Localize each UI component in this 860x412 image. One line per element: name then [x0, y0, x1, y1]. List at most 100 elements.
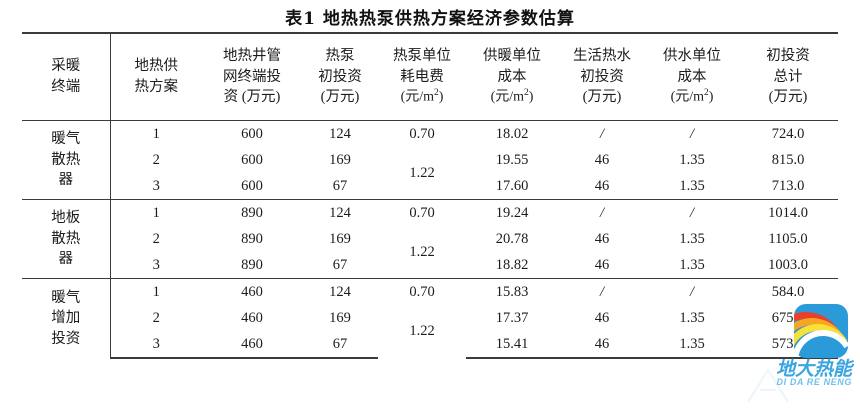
- cell-water-cost: 1.35: [679, 177, 705, 194]
- cell-water-cost: /: [646, 278, 738, 305]
- header-row: 采暖 终端 地热供 热方案 地热井管 网终端投 资 (万元) 热泵 初投资: [22, 32, 838, 121]
- cell-pump-investment: 124: [302, 199, 378, 226]
- table-row: 2 460 169 1.22 17.37 46 1.35 675.0: [22, 305, 838, 340]
- cell-scheme: 2: [152, 309, 160, 326]
- cell-water-cost: /: [646, 199, 738, 226]
- header-domestic-hot-water-initial-investment: 生活热水 初投资 (万元): [558, 32, 646, 121]
- table-row: 3 460 67 15.41 46 1.35 573.0: [22, 331, 838, 359]
- unit-yuan-per-m2: (元/m2): [400, 88, 444, 105]
- cell-pump-investment: 67: [332, 177, 348, 194]
- cell-well-pipe-investment: 600: [241, 177, 263, 194]
- cell-pump-investment: 67: [302, 331, 378, 359]
- table-group-floor-radiator: 地板 散热 器 1 890 124 0.70 19.24 / / 1014.0 …: [22, 199, 838, 279]
- cell-scheme: 2: [152, 230, 160, 247]
- table-header: 采暖 终端 地热供 热方案 地热井管 网终端投 资 (万元) 热泵 初投资: [22, 32, 838, 121]
- cell-dhw-investment: /: [558, 278, 646, 305]
- header-well-pipe-network-terminal-investment: 地热井管 网终端投 资 (万元): [202, 32, 302, 121]
- cell-pump-investment: 169: [329, 309, 351, 326]
- cell-dhw-investment: /: [558, 199, 646, 226]
- cell-water-cost: 1.35: [679, 151, 705, 168]
- table-container: 采暖 终端 地热供 热方案 地热井管 网终端投 资 (万元) 热泵 初投资: [22, 32, 838, 359]
- economic-parameters-table: 采暖 终端 地热供 热方案 地热井管 网终端投 资 (万元) 热泵 初投资: [22, 32, 838, 359]
- cell-scheme: 2: [152, 151, 160, 168]
- cell-heating-cost: 17.60: [495, 177, 529, 194]
- cell-total-investment: 1003.0: [768, 256, 808, 273]
- header-total-initial-investment: 初投资 总计 (万元): [738, 32, 838, 121]
- cell-water-cost: 1.35: [679, 230, 705, 247]
- table-row: 3 600 67 17.60 46 1.35 713.0: [22, 173, 838, 200]
- watermark-ghost-mark-icon: [747, 368, 789, 403]
- cell-well-pipe-investment: 460: [202, 331, 302, 359]
- unit-yuan-per-m2: (元/m2): [490, 88, 534, 105]
- group-label-heating-terminal: 暖气 散热 器: [22, 120, 111, 200]
- table-row: 地板 散热 器 1 890 124 0.70 19.24 / / 1014.0: [22, 199, 838, 279]
- cell-total-investment: 1014.0: [738, 199, 838, 226]
- cell-well-pipe-investment: 890: [202, 199, 302, 226]
- cell-water-cost: 1.35: [646, 331, 738, 359]
- group-label-heating-terminal: 暖气 增加 投资: [22, 278, 111, 358]
- cell-scheme: 1: [110, 278, 202, 305]
- cell-well-pipe-investment: 600: [241, 151, 263, 168]
- cell-heating-cost: 18.82: [495, 256, 529, 273]
- cell-heating-cost: 19.55: [495, 151, 529, 168]
- header-geothermal-heating-scheme: 地热供 热方案: [110, 32, 202, 121]
- header-heating-terminal: 采暖 终端: [22, 32, 111, 121]
- header-heat-pump-unit-power-cost: 热泵单位 耗电费 (元/m2): [378, 32, 466, 121]
- table-row: 3 890 67 18.82 46 1.35 1003.0: [22, 252, 838, 279]
- cell-dhw-investment: 46: [594, 151, 610, 168]
- cell-well-pipe-investment: 600: [202, 120, 302, 147]
- table-group-radiator-extra-investment: 暖气 增加 投资 1 460 124 0.70 15.83 / / 584.0 …: [22, 278, 838, 359]
- cell-heating-cost: 18.02: [466, 120, 558, 147]
- page-title: 表1 地热热泵供热方案经济参数估算: [285, 9, 575, 29]
- cell-power-cost-merged: 1.22: [409, 323, 435, 340]
- cell-heating-cost: 15.83: [466, 278, 558, 305]
- cell-heating-cost: 20.78: [495, 230, 529, 247]
- cell-well-pipe-investment: 890: [241, 256, 263, 273]
- header-water-supply-unit-cost: 供水单位 成本 (元/m2): [646, 32, 738, 121]
- cell-total-investment: 724.0: [738, 120, 838, 147]
- cell-pump-investment: 169: [329, 151, 351, 168]
- cell-well-pipe-investment: 890: [241, 230, 263, 247]
- cell-power-cost-merged: 1.22: [409, 164, 435, 181]
- cell-total-investment: 573.0: [738, 331, 838, 359]
- cell-pump-investment: 67: [332, 256, 348, 273]
- cell-dhw-investment: 46: [594, 177, 610, 194]
- cell-dhw-investment: 46: [594, 230, 610, 247]
- cell-power-cost: 0.70: [378, 278, 466, 305]
- table-row: 暖气 增加 投资 1 460 124 0.70 15.83 / / 584.0: [22, 278, 838, 358]
- cell-heating-cost: 15.41: [466, 331, 558, 359]
- cell-well-pipe-investment: 460: [241, 309, 263, 326]
- table-row: 2 890 169 1.22 20.78 46 1.35 1105.0: [22, 226, 838, 260]
- cell-heating-cost: 17.37: [495, 309, 529, 326]
- cell-water-cost: 1.35: [679, 256, 705, 273]
- cell-water-cost: /: [646, 120, 738, 147]
- cell-scheme: 1: [110, 199, 202, 226]
- table-group-radiator: 暖气 散热 器 1 600 124 0.70 18.02 / / 724.0 2…: [22, 120, 838, 200]
- cell-pump-investment: 124: [302, 278, 378, 305]
- cell-dhw-investment: 46: [558, 331, 646, 359]
- cell-scheme: 3: [152, 177, 160, 194]
- watermark-english-text: DI DA RE NENG: [776, 377, 852, 387]
- cell-dhw-investment: 46: [594, 256, 610, 273]
- cell-heating-cost: 19.24: [466, 199, 558, 226]
- cell-dhw-investment: 46: [594, 309, 610, 326]
- cell-total-investment: 675.0: [771, 309, 805, 326]
- cell-scheme: 3: [110, 331, 202, 359]
- cell-scheme: 3: [152, 256, 160, 273]
- cell-well-pipe-investment: 460: [202, 278, 302, 305]
- cell-pump-investment: 169: [329, 230, 351, 247]
- unit-yuan-per-m2: (元/m2): [670, 88, 714, 105]
- header-heating-unit-cost: 供暖单位 成本 (元/m2): [466, 32, 558, 121]
- cell-scheme: 1: [110, 120, 202, 147]
- cell-total-investment: 584.0: [738, 278, 838, 305]
- cell-total-investment: 815.0: [771, 151, 805, 168]
- cell-power-cost: 0.70: [378, 120, 466, 147]
- cell-dhw-investment: /: [558, 120, 646, 147]
- cell-total-investment: 1105.0: [768, 230, 808, 247]
- table-row: 暖气 散热 器 1 600 124 0.70 18.02 / / 724.0: [22, 120, 838, 200]
- table-row: 2 600 169 1.22 19.55 46 1.35 815.0: [22, 147, 838, 181]
- header-heat-pump-initial-investment: 热泵 初投资 (万元): [302, 32, 378, 121]
- group-label-heating-terminal: 地板 散热 器: [22, 199, 111, 279]
- cell-total-investment: 713.0: [771, 177, 805, 194]
